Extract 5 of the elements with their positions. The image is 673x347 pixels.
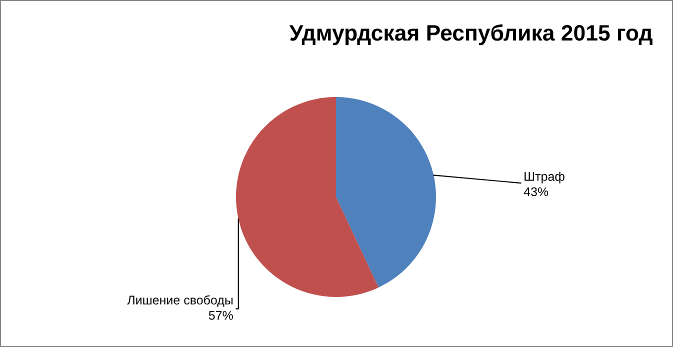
data-label: 57% <box>208 311 233 320</box>
data-label: 43% <box>524 187 548 196</box>
slice-label: Штраф <box>524 172 564 184</box>
chart-title: Удмурдская Республика 2015 год <box>289 24 652 46</box>
slice-label: Лишение свободы <box>127 295 233 307</box>
